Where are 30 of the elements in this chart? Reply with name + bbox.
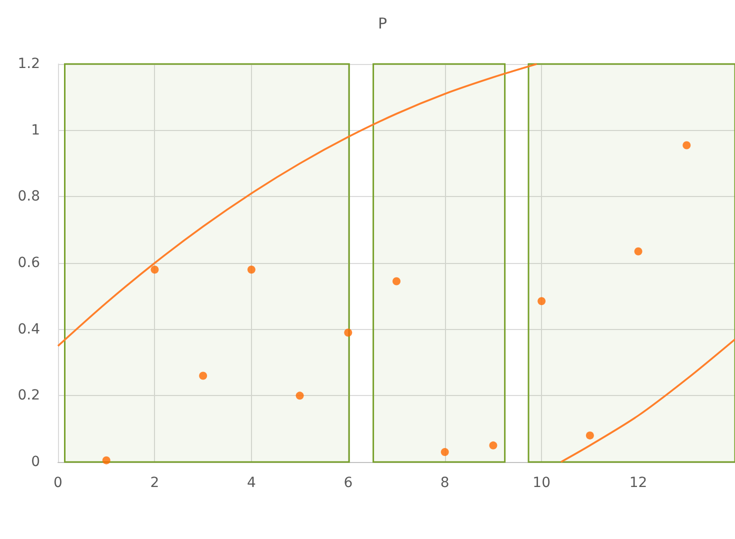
text: P bbox=[378, 14, 388, 32]
point bbox=[102, 456, 110, 464]
y-tick-label: 0.2 bbox=[18, 388, 40, 404]
x-tick-label: 8 bbox=[440, 475, 450, 491]
point bbox=[296, 392, 304, 400]
point bbox=[538, 297, 546, 306]
y-tick-label: 0 bbox=[31, 454, 40, 470]
point bbox=[199, 372, 208, 380]
y-tick-label: 0.6 bbox=[18, 255, 40, 271]
point bbox=[634, 247, 642, 256]
x-tick-label: 6 bbox=[344, 475, 353, 491]
point bbox=[440, 448, 449, 456]
x-tick-label: 2 bbox=[150, 475, 160, 491]
point bbox=[344, 328, 352, 337]
y-tick-label: 1.2 bbox=[18, 56, 40, 72]
x-tick-label: 10 bbox=[532, 475, 550, 491]
x-tick-label: 12 bbox=[629, 475, 648, 491]
y-tick-label: 0.4 bbox=[18, 321, 40, 338]
point bbox=[247, 266, 256, 274]
point bbox=[392, 277, 400, 286]
point bbox=[682, 141, 691, 150]
x-tick-label: 0 bbox=[54, 475, 62, 491]
point bbox=[586, 431, 594, 440]
x-tick-label: 4 bbox=[246, 475, 256, 491]
point bbox=[150, 266, 159, 274]
line-series bbox=[57, 63, 538, 347]
y-tick-label: 1 bbox=[31, 122, 40, 138]
line-series bbox=[560, 338, 735, 463]
point bbox=[489, 441, 498, 450]
y-tick-label: 0.8 bbox=[18, 188, 40, 205]
